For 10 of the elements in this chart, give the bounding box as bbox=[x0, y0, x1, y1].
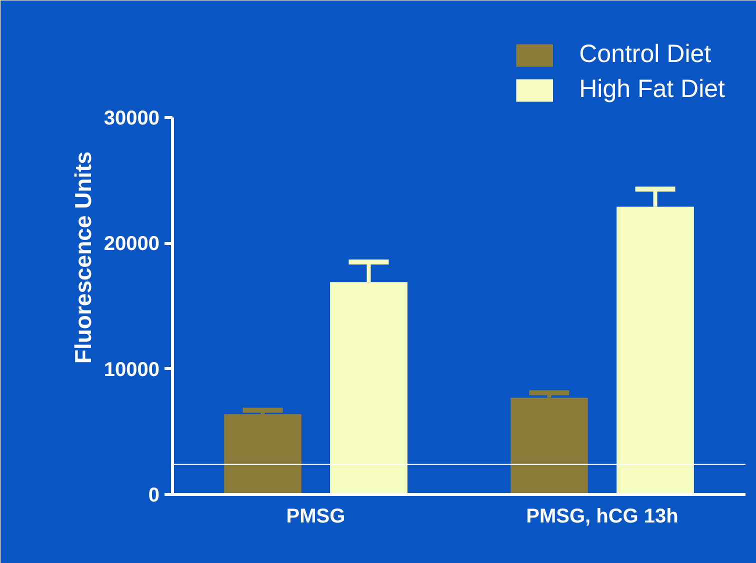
y-axis-title: Fluorescence Units bbox=[70, 151, 96, 364]
y-tick-label: 30000 bbox=[104, 108, 160, 130]
x-tick-label: PMSG, hCG 13h bbox=[526, 506, 678, 528]
bar bbox=[510, 398, 588, 494]
y-tick-label: 0 bbox=[148, 484, 160, 506]
y-tick-label: 10000 bbox=[104, 358, 160, 381]
x-tick-label: PMSG bbox=[286, 506, 346, 528]
legend-label: Control Diet bbox=[579, 40, 712, 69]
y-tick-label: 20000 bbox=[104, 233, 160, 256]
legend-label: High Fat Diet bbox=[579, 75, 725, 104]
